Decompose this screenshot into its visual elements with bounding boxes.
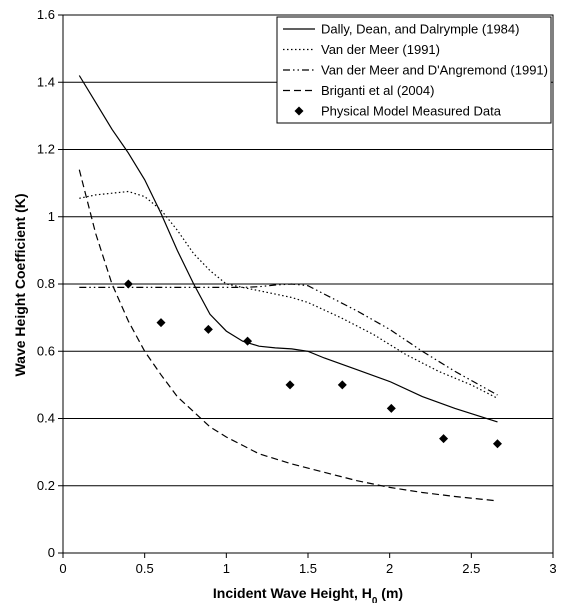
x-tick-label: 0 <box>59 561 66 576</box>
data-point-marker <box>337 380 347 390</box>
data-point-marker <box>285 380 295 390</box>
y-tick-label: 1.6 <box>37 7 55 22</box>
y-tick-label: 1.2 <box>37 142 55 157</box>
legend: Dally, Dean, and Dalrymple (1984) Van der… <box>276 16 552 124</box>
legend-label: Van der Meer and D'Angremond (1991) <box>321 63 548 78</box>
data-point-marker <box>492 439 502 449</box>
x-tick-label: 0.5 <box>136 561 154 576</box>
legend-label: Van der Meer (1991) <box>321 42 440 57</box>
y-axis-title: Wave Height Coefficient (K) <box>12 193 28 376</box>
legend-box <box>276 16 552 124</box>
data-point-marker <box>439 434 449 444</box>
x-tick-label: 3 <box>549 561 556 576</box>
data-series <box>78 75 502 502</box>
data-point-marker <box>243 336 253 346</box>
y-tick-label: 1.4 <box>37 74 55 89</box>
x-axis-title-main: Incident Wave Height, H <box>213 585 372 601</box>
x-axis-title: Incident Wave Height, H0 (m) <box>213 585 403 603</box>
legend-label: Dally, Dean, and Dalrymple (1984) <box>321 22 519 37</box>
data-point-marker <box>203 324 213 334</box>
y-tick-label: 0.8 <box>37 276 55 291</box>
x-tick-label: 2 <box>386 561 393 576</box>
series-line-2 <box>79 190 498 399</box>
x-tick-label: 1.5 <box>299 561 317 576</box>
y-tick-label: 0 <box>48 545 55 560</box>
y-tick-label: 0.4 <box>37 411 55 426</box>
axes <box>58 14 554 558</box>
x-tick-label: 1 <box>223 561 230 576</box>
legend-swatch <box>294 106 304 116</box>
data-point-marker <box>123 279 133 289</box>
legend-label: Briganti et al (2004) <box>321 83 434 98</box>
plot-area-border <box>62 14 554 554</box>
x-tick-label: 2.5 <box>462 561 480 576</box>
x-axis-title-subscript: 0 <box>372 596 378 604</box>
y-tick-label: 1 <box>48 209 55 224</box>
data-point-marker <box>156 318 166 328</box>
series-line-1 <box>78 75 498 423</box>
y-tick-label: 0.2 <box>37 478 55 493</box>
legend-label: Physical Model Measured Data <box>321 104 502 119</box>
x-axis-title-suffix: (m) <box>377 585 403 601</box>
series-line-3 <box>79 283 498 396</box>
data-point-marker <box>386 403 396 413</box>
series-line-4 <box>78 169 498 502</box>
y-tick-label: 0.6 <box>37 343 55 358</box>
tick-labels: 0 0.2 0.4 0.6 0.8 1 1.2 1.4 1.6 0 0.5 1 1.5 2 2.5 3 <box>37 7 557 576</box>
